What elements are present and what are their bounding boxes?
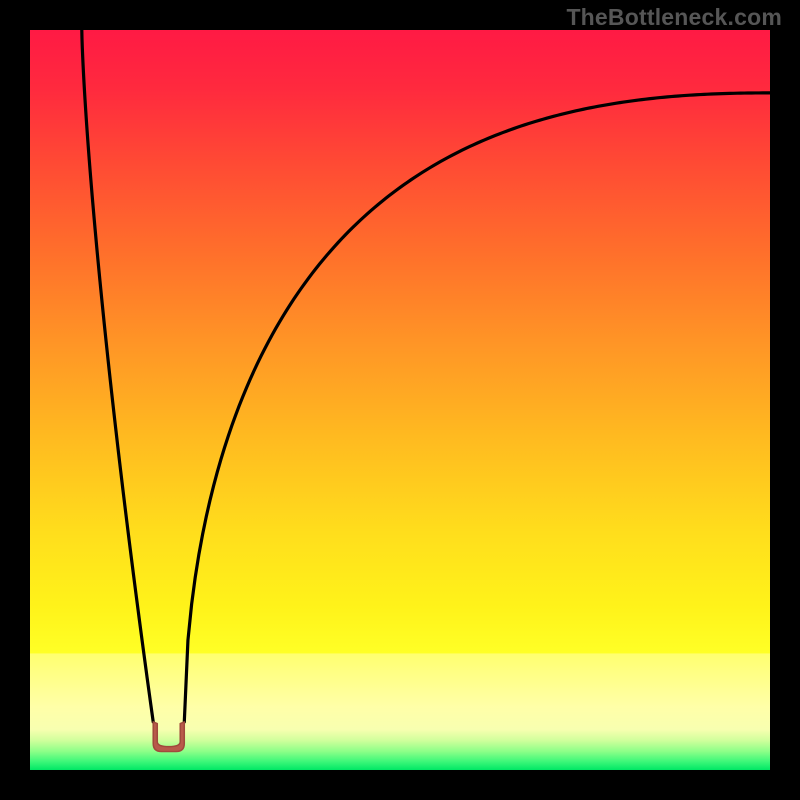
gradient-background: [30, 30, 770, 770]
watermark-label: TheBottleneck.com: [566, 4, 782, 31]
bottleneck-chart: [0, 0, 800, 800]
